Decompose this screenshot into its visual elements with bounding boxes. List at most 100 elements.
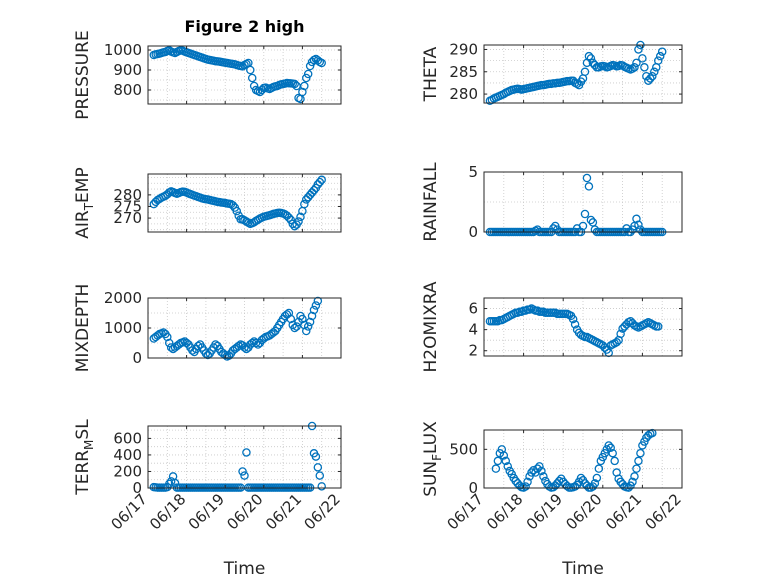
data-point bbox=[592, 473, 602, 483]
data-point bbox=[220, 350, 230, 360]
data-point bbox=[166, 477, 176, 486]
y-axis-label: H2OMIXRA bbox=[421, 281, 441, 372]
y-tick-label: 0 bbox=[132, 479, 142, 497]
data-point bbox=[193, 341, 203, 351]
data-point bbox=[640, 63, 649, 72]
y-tick-label: 400 bbox=[113, 446, 142, 464]
data-point bbox=[240, 471, 249, 480]
data-point bbox=[537, 466, 546, 476]
data-point bbox=[238, 467, 247, 476]
data-point bbox=[584, 51, 594, 61]
data-point bbox=[242, 448, 251, 457]
data-point bbox=[568, 314, 578, 324]
data-point bbox=[286, 215, 296, 225]
data-point bbox=[499, 451, 509, 460]
data-point bbox=[630, 63, 639, 72]
series-markers bbox=[485, 40, 667, 106]
data-point bbox=[298, 314, 307, 324]
data-point bbox=[638, 54, 647, 63]
data-point bbox=[164, 479, 174, 489]
data-point bbox=[244, 218, 253, 227]
data-point bbox=[582, 173, 592, 183]
y-tick-label: 280 bbox=[449, 85, 478, 103]
y-tick-label: 0 bbox=[132, 349, 142, 367]
y-tick-label: 6 bbox=[468, 300, 478, 318]
data-point bbox=[305, 61, 315, 71]
x-axis-label: Time bbox=[223, 559, 266, 579]
data-point bbox=[630, 472, 639, 481]
series-markers bbox=[485, 304, 663, 358]
y-axis-label: MIXDEPTH bbox=[73, 284, 93, 373]
y-axis-label: PRESSURE bbox=[73, 30, 93, 119]
axes-box bbox=[483, 44, 683, 104]
data-point bbox=[523, 477, 532, 487]
data-point bbox=[303, 322, 313, 331]
data-point bbox=[616, 329, 625, 339]
data-point bbox=[634, 456, 643, 466]
data-point bbox=[580, 67, 590, 77]
data-point bbox=[163, 332, 172, 342]
data-point bbox=[612, 338, 621, 347]
data-point bbox=[586, 215, 596, 225]
y-tick-label: 1000 bbox=[104, 319, 142, 337]
data-point bbox=[636, 448, 645, 458]
data-point bbox=[628, 477, 637, 487]
data-point bbox=[247, 73, 257, 83]
data-point bbox=[294, 217, 303, 226]
axes-box bbox=[483, 297, 683, 357]
figure-title: Figure 2 high bbox=[185, 17, 305, 36]
data-point bbox=[648, 428, 657, 438]
data-point bbox=[584, 182, 594, 191]
data-point bbox=[286, 314, 296, 324]
data-point bbox=[284, 308, 294, 318]
data-point bbox=[307, 311, 317, 321]
data-point bbox=[521, 482, 530, 491]
data-point bbox=[653, 56, 663, 65]
data-point bbox=[610, 456, 619, 466]
data-point bbox=[531, 226, 540, 236]
data-point bbox=[632, 464, 641, 473]
data-point bbox=[632, 58, 641, 68]
data-point bbox=[298, 87, 307, 97]
axes-box bbox=[147, 425, 342, 489]
data-point bbox=[578, 221, 588, 231]
data-point bbox=[604, 441, 613, 450]
y-tick-label: 0 bbox=[468, 223, 478, 241]
y-axis-label: TERRMSL bbox=[73, 419, 96, 496]
data-point bbox=[493, 456, 503, 466]
data-point bbox=[628, 64, 637, 73]
subplot-2: 280 285 290 THETA bbox=[421, 40, 683, 106]
x-axis-label: Time bbox=[561, 559, 604, 579]
data-point bbox=[582, 481, 592, 490]
data-point bbox=[608, 448, 617, 458]
subplot-1: 800 900 1000 PRESSURE Figure 2 high bbox=[73, 17, 342, 120]
y-tick-label: 2000 bbox=[104, 289, 142, 307]
data-point bbox=[317, 175, 326, 185]
series-markers bbox=[149, 46, 326, 104]
data-point bbox=[166, 343, 176, 352]
y-axis-label: AIRTEMP bbox=[73, 167, 96, 238]
data-point bbox=[586, 54, 596, 63]
data-point bbox=[303, 69, 313, 79]
data-point bbox=[300, 199, 309, 209]
y-tick-label: 800 bbox=[113, 81, 142, 99]
series-markers bbox=[149, 175, 326, 231]
data-point bbox=[634, 45, 643, 54]
data-point bbox=[606, 443, 615, 453]
y-tick-label: 285 bbox=[449, 63, 478, 81]
data-point bbox=[648, 71, 657, 81]
y-tick-label: 900 bbox=[113, 61, 142, 79]
data-point bbox=[503, 462, 513, 471]
data-point bbox=[302, 73, 311, 83]
data-point bbox=[246, 65, 255, 75]
series-markers bbox=[491, 428, 657, 492]
data-point bbox=[313, 296, 323, 306]
y-axis-label: RAINFALL bbox=[421, 162, 441, 242]
y-tick-label: 1000 bbox=[104, 41, 142, 59]
data-point bbox=[228, 201, 238, 210]
data-point bbox=[529, 465, 538, 475]
axes-box bbox=[483, 429, 683, 489]
series-markers bbox=[149, 296, 323, 361]
data-point bbox=[650, 67, 659, 77]
data-point bbox=[527, 468, 536, 477]
